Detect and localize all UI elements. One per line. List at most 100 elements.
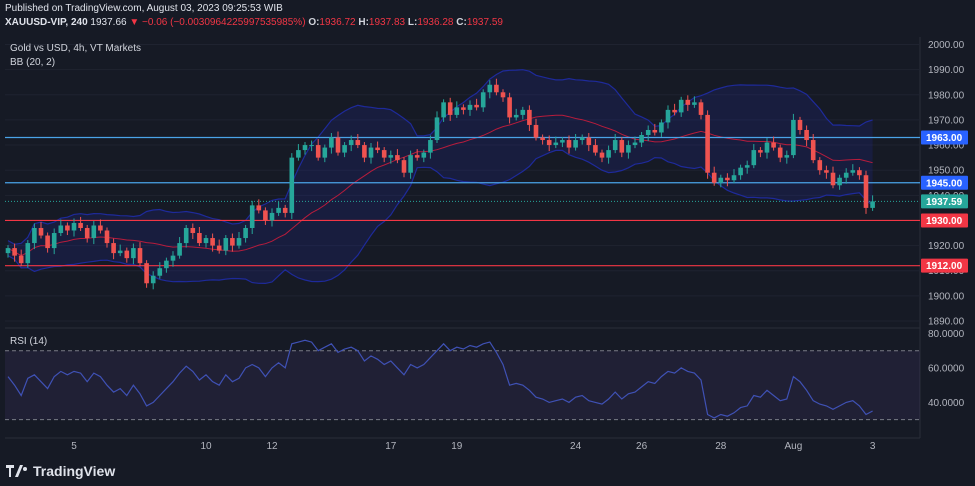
candle bbox=[98, 219, 103, 234]
bb-upper bbox=[7, 69, 873, 245]
support-resistance-lines[interactable] bbox=[5, 136, 920, 267]
candle bbox=[32, 223, 37, 250]
candle bbox=[302, 142, 308, 155]
open-label: O: bbox=[308, 17, 320, 28]
candle bbox=[639, 131, 644, 148]
candle bbox=[388, 150, 394, 164]
time-axis[interactable]: 5 10 12 17 19 24 26 28 Aug 3 bbox=[71, 441, 876, 452]
candle bbox=[243, 224, 248, 243]
candle-body bbox=[645, 129, 651, 136]
candle-body bbox=[18, 255, 24, 264]
price-tick-label: 1900.00 bbox=[928, 291, 965, 302]
candle bbox=[309, 140, 314, 152]
time-tick-label: 10 bbox=[200, 441, 212, 452]
candle bbox=[249, 200, 255, 235]
candle bbox=[131, 243, 136, 265]
tradingview-brand[interactable]: TradingView bbox=[6, 463, 115, 479]
candle-body bbox=[447, 102, 453, 115]
candle bbox=[395, 149, 400, 164]
price-tag: 1912.00 bbox=[921, 258, 968, 273]
candle bbox=[692, 96, 697, 108]
candle bbox=[144, 260, 149, 288]
candle bbox=[764, 138, 770, 159]
candle bbox=[210, 233, 215, 252]
candle-body bbox=[758, 150, 763, 153]
candle bbox=[474, 98, 479, 111]
candle bbox=[685, 95, 691, 111]
candle-body bbox=[78, 222, 83, 228]
candle-body bbox=[190, 227, 196, 234]
candle-body bbox=[659, 122, 664, 133]
candle-body bbox=[58, 225, 64, 234]
candle-body bbox=[434, 117, 440, 141]
candle bbox=[368, 143, 374, 164]
bb-fill bbox=[8, 69, 873, 284]
candle bbox=[837, 174, 842, 190]
candle bbox=[751, 144, 757, 169]
candle-body bbox=[830, 172, 836, 186]
rsi-pane bbox=[5, 339, 920, 421]
candle-body bbox=[573, 140, 578, 148]
candle-body bbox=[494, 84, 499, 93]
candle-body bbox=[764, 142, 770, 153]
candle-body bbox=[375, 147, 380, 151]
candle-body bbox=[117, 250, 123, 254]
candle bbox=[606, 145, 611, 164]
candle-body bbox=[461, 107, 466, 110]
rsi-band-fill bbox=[5, 350, 920, 420]
candle-body bbox=[487, 84, 493, 93]
bb-legend[interactable]: BB (20, 2) bbox=[10, 57, 56, 68]
candle-body bbox=[368, 147, 374, 158]
candle bbox=[804, 125, 809, 147]
candle-body bbox=[771, 142, 776, 148]
bollinger-bands bbox=[7, 69, 873, 285]
candle-body bbox=[553, 142, 559, 146]
candle-body bbox=[38, 227, 44, 236]
candle-body bbox=[164, 260, 169, 269]
candle bbox=[177, 237, 182, 259]
candle bbox=[428, 135, 433, 159]
candle bbox=[51, 228, 57, 255]
candle-body bbox=[296, 150, 301, 158]
candle-body bbox=[560, 140, 565, 143]
candle bbox=[850, 164, 856, 176]
candle bbox=[520, 106, 526, 120]
candle-body bbox=[342, 145, 347, 153]
candle bbox=[269, 208, 275, 227]
candle bbox=[12, 243, 17, 262]
candle-body bbox=[289, 157, 295, 213]
candle bbox=[216, 239, 222, 254]
candle bbox=[810, 134, 816, 164]
symbol[interactable]: XAUUSD-VIP, 240 bbox=[5, 17, 88, 28]
candle bbox=[461, 104, 466, 115]
candle-body bbox=[98, 225, 103, 231]
candle-body bbox=[599, 152, 605, 158]
candle bbox=[553, 136, 559, 149]
candle bbox=[434, 111, 440, 144]
candle bbox=[480, 89, 486, 112]
candle-body bbox=[131, 248, 136, 259]
candle-body bbox=[751, 150, 757, 166]
candle-body bbox=[612, 140, 618, 151]
candle-body bbox=[65, 225, 70, 231]
candle bbox=[256, 199, 262, 214]
candle-body bbox=[32, 227, 37, 244]
candle bbox=[164, 257, 169, 273]
candle-body bbox=[84, 227, 90, 239]
candle-body bbox=[527, 109, 532, 125]
price-tag: 1937.59 bbox=[921, 194, 968, 209]
candle-body bbox=[302, 145, 308, 151]
time-tick-label: 3 bbox=[870, 441, 876, 452]
price-tag-box bbox=[921, 175, 968, 190]
candle-body bbox=[315, 145, 321, 158]
rsi-legend[interactable]: RSI (14) bbox=[10, 336, 48, 347]
down-arrow-icon: ▼ bbox=[129, 17, 140, 28]
candle-body bbox=[480, 92, 486, 108]
candle-body bbox=[309, 145, 314, 147]
candle bbox=[38, 221, 44, 239]
candle-body bbox=[137, 248, 143, 264]
candle-body bbox=[513, 114, 519, 118]
candle bbox=[447, 97, 453, 121]
chart-title[interactable]: Gold vs USD, 4h, VT Markets bbox=[10, 43, 141, 54]
